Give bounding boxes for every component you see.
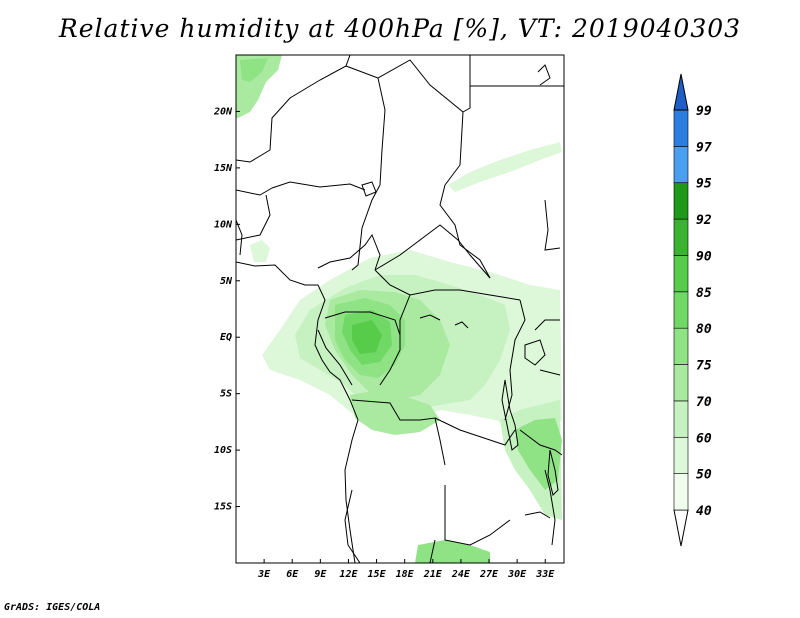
lat-tick-label: 5N: [220, 276, 233, 287]
colorbar-swatch: [673, 400, 689, 438]
colorbar-label: 75: [696, 359, 712, 374]
colorbar-label: 40: [696, 504, 712, 519]
humidity-area-northwest-core: [240, 58, 268, 82]
colorbar-swatch: [673, 109, 689, 147]
colorbar-bottom-arrow: [673, 509, 689, 547]
border-car-north: [374, 224, 491, 279]
colorbar: 40 50 60 70 75 80 85 90 92 95 97 99: [673, 73, 712, 547]
lon-tick-label: 33E: [535, 569, 555, 580]
border-kenya-tanzania: [539, 369, 561, 376]
lat-tick-label: 20N: [213, 106, 233, 117]
colorbar-swatch: [673, 255, 689, 293]
lon-tick-label: 15E: [368, 569, 387, 580]
coastline-guinea: [236, 219, 243, 256]
lon-tick-label: 21E: [423, 569, 443, 580]
colorbar-top-arrow: [673, 73, 689, 111]
lon-tick-label: 30E: [507, 569, 527, 580]
border-chad-sudan: [439, 184, 491, 279]
lat-tick-label: EQ: [220, 332, 232, 343]
grads-credit: GrADS: IGES/COLA: [4, 602, 101, 613]
lake-malawi: [547, 449, 559, 496]
colorbar-swatch: [673, 146, 689, 184]
lon-tick-label: 9E: [314, 569, 327, 580]
colorbar-label: 97: [696, 140, 712, 155]
humidity-shading: [236, 55, 562, 563]
border-malawi: [544, 469, 556, 546]
colorbar-label: 60: [696, 431, 712, 446]
lat-tick-label: 10S: [214, 445, 232, 456]
border-car-south: [374, 269, 521, 301]
colorbar-swatch: [673, 436, 689, 474]
border-sudan-ethiopia: [544, 199, 561, 251]
border-gabon-coast: [317, 329, 353, 386]
border-tanzania-mozambique: [519, 429, 563, 456]
border-mali-niger: [236, 187, 273, 196]
border-nigeria-cameroon: [317, 233, 381, 271]
colorbar-label: 90: [696, 249, 712, 264]
humidity-area-west-patch: [250, 240, 270, 262]
lon-tick-label: 6E: [286, 569, 299, 580]
lon-tick-label: 3E: [257, 569, 271, 580]
border-east-africa: [504, 299, 526, 421]
border-uganda-kenya: [534, 319, 560, 331]
lake-small-1: [419, 314, 441, 321]
lake-chad: [361, 181, 377, 197]
country-borders: [236, 55, 564, 563]
colorbar-label: 80: [696, 322, 712, 337]
colorbar-label: 85: [696, 286, 712, 301]
lake-small-2: [454, 321, 469, 329]
border-niger-south: [271, 181, 366, 191]
lat-tick-label: 15S: [214, 502, 232, 513]
longitude-axis: 3E 6E 9E 12E 15E 18E 21E 24E 27E 30E 33E: [257, 559, 555, 580]
border-west-africa-inner: [236, 194, 271, 241]
colorbar-swatch: [673, 182, 689, 220]
colorbar-label: 92: [696, 213, 712, 228]
map-title: Relative humidity at 400hPa [%], VT: 201…: [58, 14, 742, 43]
colorbar-label: 99: [696, 104, 712, 119]
coastline-west-africa: [236, 261, 359, 563]
border-zambia-drc: [434, 417, 516, 446]
lake-small-3: [524, 511, 551, 519]
lake-victoria: [524, 339, 546, 366]
latitude-axis: 20N 15N 10N 5N EQ 5S 10S 15S: [213, 106, 240, 513]
map-frame: [235, 54, 565, 564]
border-drc-north: [379, 294, 411, 386]
border-niger-chad: [351, 184, 381, 271]
humidity-area-south-patch: [415, 540, 490, 563]
border-libya-west: [345, 65, 386, 186]
border-congo-gabon: [324, 311, 401, 336]
lat-tick-label: 10N: [214, 219, 233, 230]
colorbar-swatch: [673, 291, 689, 329]
border-libya-sudan: [377, 59, 464, 186]
colorbar-label: 70: [696, 395, 712, 410]
colorbar-swatch: [673, 364, 689, 402]
colorbar-swatch: [673, 327, 689, 365]
lat-tick-label: 5S: [220, 389, 232, 400]
humidity-area-congo-peak: [352, 320, 382, 354]
lon-tick-label: 27E: [479, 569, 499, 580]
lon-tick-label: 12E: [339, 569, 358, 580]
colorbar-label: 50: [696, 468, 712, 483]
colorbar-swatch: [673, 473, 689, 511]
lake-tanganyika: [501, 379, 519, 451]
colorbar-label: 95: [696, 177, 712, 192]
humidity-area-northeast-streak: [448, 142, 562, 192]
humidity-area-east-lakes-core: [515, 418, 562, 490]
border-angola-zambia: [444, 485, 511, 546]
lat-tick-label: 15N: [214, 163, 233, 174]
lon-tick-label: 18E: [396, 569, 415, 580]
border-namibia: [344, 489, 361, 563]
lon-tick-label: 24E: [451, 569, 471, 580]
border-botswana: [429, 539, 436, 563]
border-algeria-mali: [236, 55, 351, 163]
colorbar-swatch: [673, 218, 689, 256]
coastline-northeast: [537, 64, 551, 86]
border-libya-egypt: [462, 55, 471, 113]
border-drc-angola: [351, 399, 446, 466]
